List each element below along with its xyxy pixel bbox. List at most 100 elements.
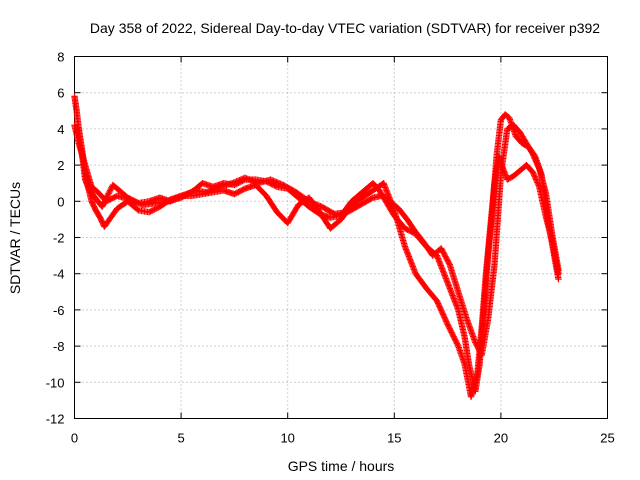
data-marker (244, 175, 252, 183)
y-tick-label: 8 (57, 50, 64, 65)
data-marker (274, 179, 281, 186)
data-marker (248, 177, 256, 184)
data-point (203, 189, 210, 196)
axis-ticks (74, 56, 608, 419)
data-marker (312, 201, 320, 208)
data-marker (268, 176, 276, 184)
data-marker (472, 340, 480, 348)
data-marker (434, 300, 442, 307)
data-point (555, 275, 562, 283)
y-tick-label: -4 (53, 267, 65, 282)
y-tick-label: -6 (53, 303, 65, 318)
data-marker (445, 260, 453, 267)
x-tick-label: 5 (177, 431, 184, 446)
chart-title: Day 358 of 2022, Sidereal Day-to-day VTE… (90, 20, 600, 36)
data-marker (315, 202, 323, 209)
data-marker (272, 182, 279, 190)
data-marker (440, 311, 447, 318)
data-marker (243, 175, 250, 182)
data-marker (530, 153, 538, 161)
data-marker (533, 159, 540, 167)
data-marker (310, 199, 317, 207)
data-marker (250, 178, 257, 185)
data-marker (314, 201, 321, 209)
y-tick-label: -8 (53, 339, 65, 354)
data-marker (474, 344, 482, 352)
data-marker (531, 173, 538, 180)
x-tick-labels: 0 5 10 15 20 25 (71, 431, 615, 446)
data-marker (246, 176, 253, 183)
data-marker (438, 308, 446, 316)
data-marker (271, 178, 279, 185)
data-marker (473, 342, 480, 349)
data-marker (209, 186, 216, 194)
data-marker (474, 343, 481, 350)
data-marker (443, 318, 450, 325)
plot-frame (74, 56, 608, 419)
data-marker (534, 162, 542, 170)
data-marker (532, 174, 539, 182)
data-point (433, 297, 441, 305)
x-tick-label: 10 (280, 431, 294, 446)
data-marker (531, 155, 538, 162)
y-tick-label: 0 (57, 194, 64, 209)
data-point (529, 151, 537, 158)
grid-lines (74, 56, 608, 419)
x-tick-label: 15 (387, 431, 401, 446)
data-marker (435, 301, 443, 309)
data-marker (210, 186, 217, 193)
data-marker (530, 170, 537, 177)
data-marker (443, 319, 451, 327)
x-axis-label: GPS time / hours (288, 458, 395, 474)
data-point (267, 176, 274, 183)
data-marker (251, 178, 259, 186)
data-marker (532, 156, 539, 164)
data-marker (535, 164, 542, 171)
data-marker (237, 176, 244, 183)
data-point (229, 180, 236, 187)
data-marker (132, 198, 139, 206)
data-marker (105, 190, 112, 197)
x-tick-label: 0 (71, 431, 78, 446)
data-marker (273, 178, 280, 186)
data-marker (106, 188, 113, 196)
y-tick-label: 4 (57, 122, 64, 137)
data-marker (247, 176, 254, 184)
data-marker (234, 177, 242, 184)
data-marker (233, 178, 240, 185)
y-tick-label: -2 (53, 231, 65, 246)
data-marker (129, 197, 136, 204)
data-marker (136, 200, 144, 207)
data-marker (212, 185, 219, 192)
data-point (555, 266, 562, 274)
data-marker (436, 304, 444, 311)
data-point (241, 174, 249, 181)
y-tick-label: 6 (57, 86, 64, 101)
data-marker (106, 187, 114, 194)
data-marker (534, 161, 541, 168)
data-marker (307, 198, 314, 206)
y-tick-labels: -12 -10 -8 -6 -4 -2 0 2 4 6 8 (46, 50, 65, 427)
data-marker (236, 176, 243, 184)
data-marker (128, 196, 135, 204)
data-marker (533, 177, 540, 185)
data-marker (532, 158, 540, 165)
data-marker (439, 310, 446, 317)
data-marker (214, 184, 222, 191)
data-marker (207, 187, 215, 194)
data-point (529, 169, 537, 176)
data-marker (454, 341, 461, 348)
data-series (71, 93, 562, 400)
data-marker (308, 199, 316, 206)
data-marker (206, 187, 213, 195)
data-marker (530, 152, 537, 159)
y-tick-label: -10 (46, 375, 65, 390)
data-marker (441, 315, 449, 323)
data-marker (530, 172, 538, 179)
data-marker (528, 149, 536, 157)
series-track-c (71, 122, 562, 359)
data-marker (133, 199, 141, 206)
data-marker (440, 312, 448, 320)
data-marker (437, 305, 444, 313)
